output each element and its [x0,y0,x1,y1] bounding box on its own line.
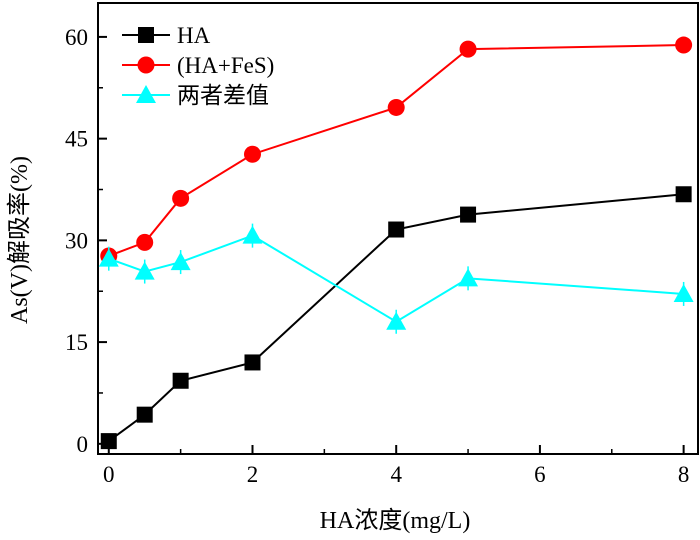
series-2 [100,36,693,265]
y-tick-label: 45 [65,127,88,152]
series-3 [98,223,694,334]
series-layer [98,36,694,450]
x-axis-label: HA浓度(mg/L) [320,507,471,534]
x-tick-label: 4 [390,462,402,487]
data-point [172,189,190,207]
data-point [244,354,261,371]
data-point [242,225,263,244]
x-tick-label: 0 [103,462,115,487]
legend-label: (HA+FeS) [177,53,274,78]
plot-frame [97,2,699,455]
legend-item-3: 两者差值 [122,83,269,108]
data-point [172,372,189,389]
legend-label: HA [177,23,211,48]
series-line [108,234,684,323]
y-tick-label: 30 [65,228,88,253]
legend-marker [136,85,156,103]
data-point [459,40,477,58]
legend-label: 两者差值 [177,83,269,108]
legend: HA (HA+FeS) 两者差值 [122,23,274,108]
data-point [460,206,477,223]
legend-item-1: HA [122,23,211,48]
data-point [100,433,117,450]
data-point [673,283,694,302]
data-point [243,145,261,163]
data-point [386,311,407,330]
legend-marker [137,56,155,74]
y-tick-label: 0 [77,432,89,457]
x-tick-label: 8 [678,462,690,487]
data-point [388,221,405,238]
series-1 [100,186,692,450]
y-tick-label: 60 [65,25,88,50]
data-point [98,248,119,267]
data-point [675,36,693,54]
data-point [675,186,692,203]
data-point [136,233,154,251]
legend-item-2: (HA+FeS) [122,53,274,78]
y-axis-label: As(V)解吸率(%) [6,156,33,324]
data-point [458,268,479,287]
data-point [387,98,405,116]
plot-border [97,2,699,455]
data-point [170,252,191,271]
legend-marker [138,27,154,43]
x-tick-label: 2 [247,462,259,487]
axis-ticks: 0 2 4 6 8 0 15 30 45 60 [65,25,689,487]
x-tick-label: 6 [534,462,546,487]
y-tick-label: 15 [65,330,88,355]
data-point [136,406,153,423]
data-point [134,261,155,280]
